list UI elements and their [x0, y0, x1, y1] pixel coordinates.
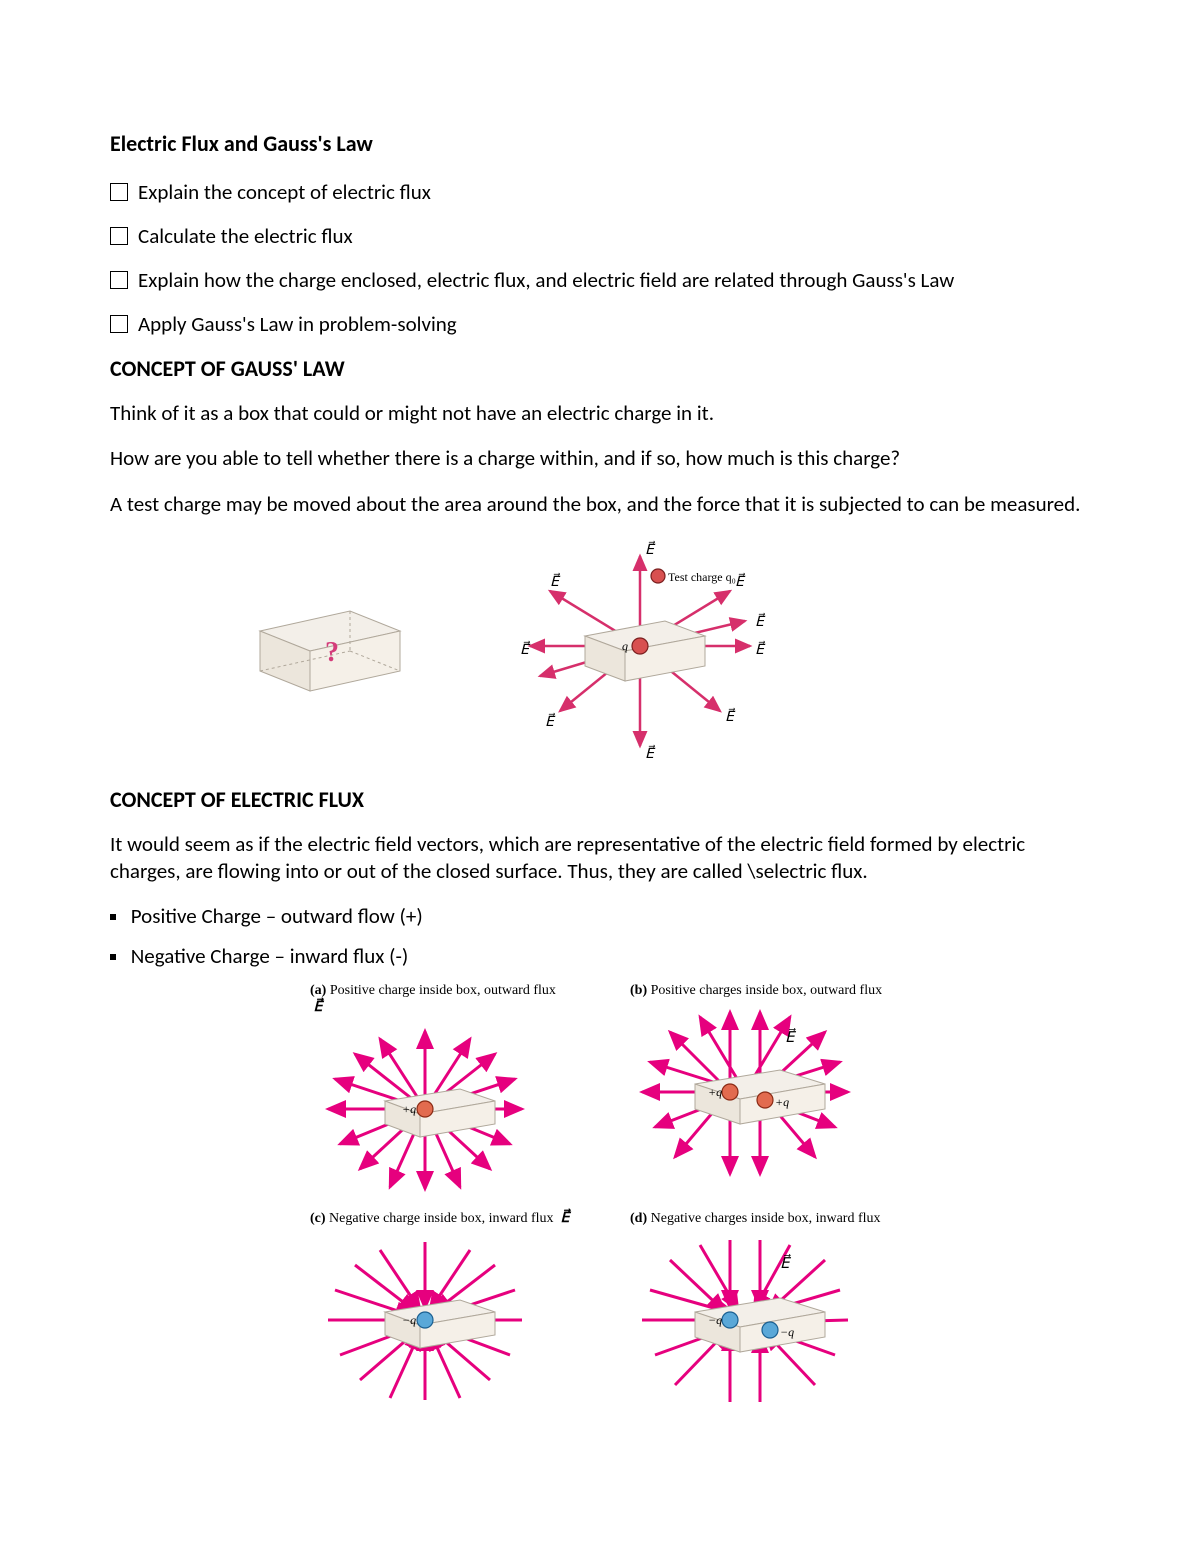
- flux-diagram-d: −q −q E⃗: [630, 1230, 860, 1410]
- paragraph: How are you able to tell whether there i…: [110, 445, 1090, 472]
- flux-diagram-b: +q +q E⃗: [630, 1002, 860, 1182]
- question-mark: ?: [325, 637, 339, 668]
- svg-text:−q: −q: [780, 1325, 794, 1339]
- bullet-text: Positive Charge – outward flow (+): [131, 903, 423, 929]
- caption-bold: (c): [310, 1211, 326, 1226]
- paragraph: Think of it as a box that could or might…: [110, 400, 1090, 427]
- subfigure-a: (a) Positive charge inside box, outward …: [310, 983, 570, 1199]
- section-heading-flux: CONCEPT OF ELECTRIC FLUX: [110, 786, 1090, 813]
- checkbox-icon: [110, 227, 128, 245]
- svg-text:E⃗: E⃗: [735, 572, 746, 590]
- bullet-icon: [110, 914, 116, 920]
- subfigure-b: (b) Positive charges inside box, outward…: [630, 983, 890, 1199]
- document-page: Electric Flux and Gauss's Law Explain th…: [0, 0, 1200, 1553]
- svg-text:+q: +q: [402, 1102, 416, 1116]
- objective-item: Calculate the electric flux: [110, 223, 1090, 249]
- objective-text: Calculate the electric flux: [138, 223, 353, 249]
- objective-text: Explain the concept of electric flux: [138, 179, 431, 205]
- caption-bold: (b): [630, 983, 647, 998]
- svg-text:E⃗: E⃗: [545, 712, 556, 730]
- svg-text:Test charge q₀: Test charge q₀: [668, 570, 736, 584]
- page-title: Electric Flux and Gauss's Law: [110, 130, 1090, 157]
- svg-text:E⃗: E⃗: [645, 540, 656, 558]
- svg-text:E⃗: E⃗: [755, 640, 766, 658]
- svg-text:E⃗: E⃗: [785, 1028, 797, 1047]
- objective-item: Explain how the charge enclosed, electri…: [110, 267, 1090, 293]
- svg-text:+q: +q: [775, 1095, 789, 1109]
- objective-text: Apply Gauss's Law in problem-solving: [138, 311, 457, 337]
- subfigure-d: (d) Negative charges inside box, inward …: [630, 1211, 890, 1410]
- checkbox-icon: [110, 271, 128, 289]
- e-label: E⃗: [314, 1000, 323, 1015]
- objective-item: Apply Gauss's Law in problem-solving: [110, 311, 1090, 337]
- figure-box-question: ?: [230, 576, 430, 726]
- svg-text:E⃗: E⃗: [550, 572, 561, 590]
- flux-diagram-a: +q: [310, 1019, 540, 1199]
- paragraph: A test charge may be moved about the are…: [110, 491, 1090, 518]
- flux-diagram-c: −q: [310, 1230, 540, 1410]
- e-label: E⃗: [561, 1211, 570, 1226]
- caption-text: Negative charge inside box, inward flux: [329, 1211, 553, 1226]
- svg-text:q: q: [622, 639, 628, 653]
- caption-bold: (a): [310, 983, 326, 998]
- objective-item: Explain the concept of electric flux: [110, 179, 1090, 205]
- section-heading-gauss: CONCEPT OF GAUSS' LAW: [110, 355, 1090, 382]
- objective-text: Explain how the charge enclosed, electri…: [138, 267, 954, 293]
- figure-box-charge-arrows: q Test charge q₀ E⃗ E⃗ E⃗ E⃗ E⃗ E⃗ E⃗ E⃗…: [490, 536, 790, 766]
- figure-row-gauss: ?: [230, 536, 1090, 766]
- caption-bold: (d): [630, 1211, 647, 1226]
- svg-text:E⃗: E⃗: [520, 640, 531, 658]
- caption-text: Positive charge inside box, outward flux: [330, 983, 556, 998]
- bullet-item: Negative Charge – inward flux (-): [110, 943, 1090, 969]
- checkbox-icon: [110, 183, 128, 201]
- svg-text:E⃗: E⃗: [725, 707, 736, 725]
- svg-text:+q: +q: [708, 1085, 722, 1099]
- checkbox-icon: [110, 315, 128, 333]
- subfigure-c: (c) Negative charge inside box, inward f…: [310, 1211, 570, 1410]
- bullet-text: Negative Charge – inward flux (-): [131, 943, 409, 969]
- svg-text:E⃗: E⃗: [755, 612, 766, 630]
- bullet-icon: [110, 954, 116, 960]
- svg-text:E⃗: E⃗: [780, 1253, 792, 1272]
- figure-grid-flux: (a) Positive charge inside box, outward …: [110, 983, 1090, 1409]
- caption-text: Positive charges inside box, outward flu…: [651, 983, 883, 998]
- bullet-item: Positive Charge – outward flow (+): [110, 903, 1090, 929]
- caption-text: Negative charges inside box, inward flux: [651, 1211, 881, 1226]
- svg-text:−q: −q: [708, 1313, 722, 1327]
- svg-text:−q: −q: [402, 1313, 416, 1327]
- paragraph: It would seem as if the electric field v…: [110, 831, 1090, 886]
- svg-text:E⃗: E⃗: [645, 744, 656, 762]
